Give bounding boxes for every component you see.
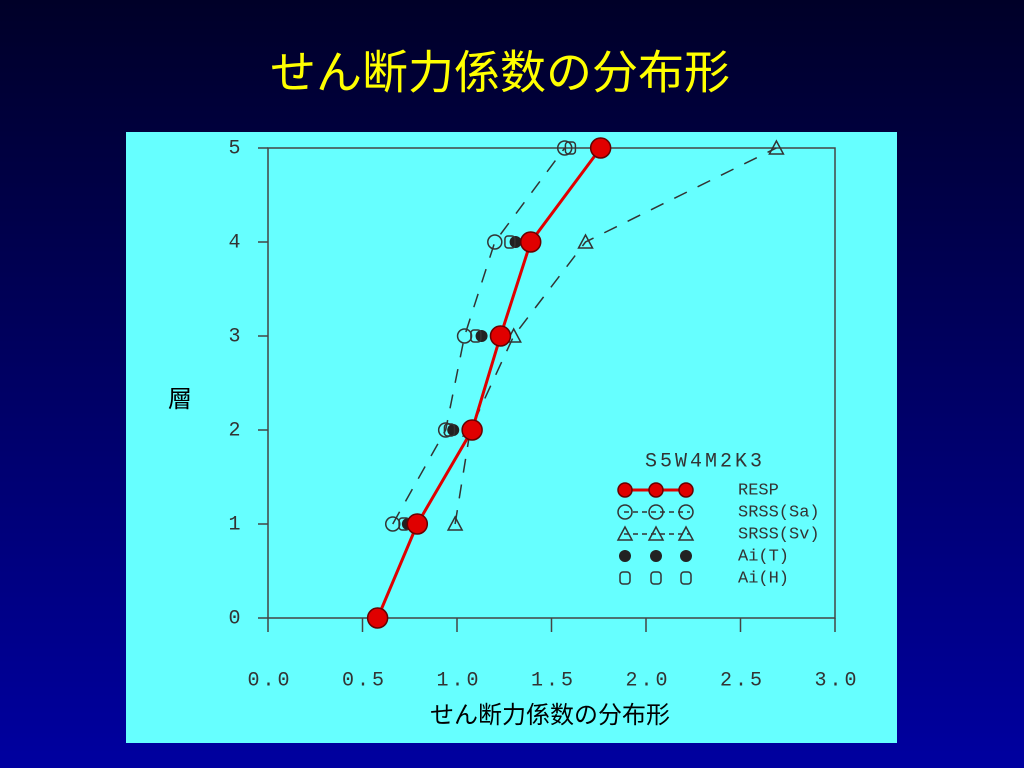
legend-marker xyxy=(617,482,633,498)
legend-marker xyxy=(648,482,664,498)
data-point xyxy=(589,137,612,159)
legend-marker xyxy=(619,571,631,585)
legend-marker xyxy=(677,525,695,541)
legend-marker xyxy=(617,504,633,520)
y-tick-label: 3 xyxy=(228,325,243,348)
y-tick-label: 0 xyxy=(228,607,243,630)
legend-title: S5W4M2K3 xyxy=(645,450,765,473)
y-tick-label: 2 xyxy=(228,419,243,442)
data-point xyxy=(443,423,456,437)
x-tick-label: 0.0 xyxy=(247,669,292,692)
data-point xyxy=(489,325,512,347)
x-tick-label: 3.0 xyxy=(814,669,859,692)
data-point xyxy=(406,513,429,535)
data-point xyxy=(768,139,785,155)
data-point xyxy=(519,231,542,253)
legend-marker xyxy=(650,550,662,562)
chart-panel xyxy=(126,132,897,743)
data-point xyxy=(470,329,482,343)
legend-marker xyxy=(680,550,692,562)
y-axis-label: 層 xyxy=(168,385,192,413)
y-tick-label: 4 xyxy=(228,231,243,254)
data-point xyxy=(366,607,389,629)
x-axis-label: せん断力係数の分布形 xyxy=(430,701,670,729)
legend-label: RESP xyxy=(738,481,779,500)
legend-marker xyxy=(616,525,634,541)
legend-marker xyxy=(619,550,631,562)
x-tick-label: 2.5 xyxy=(720,669,765,692)
series-line xyxy=(376,147,602,619)
x-tick-label: 0.5 xyxy=(342,669,387,692)
legend-marker xyxy=(650,571,662,585)
data-point xyxy=(556,140,573,156)
legend-label: Ai(H) xyxy=(738,569,789,588)
y-tick-label: 1 xyxy=(228,513,243,536)
x-tick-label: 1.5 xyxy=(531,669,576,692)
legend-marker xyxy=(678,482,694,498)
data-point xyxy=(504,235,516,249)
legend-marker xyxy=(648,504,664,520)
data-point xyxy=(447,424,460,436)
legend-marker xyxy=(680,571,692,585)
data-point xyxy=(487,234,503,250)
legend-marker xyxy=(647,525,665,541)
slide-title: せん断力係数の分布形 xyxy=(270,46,730,100)
series-line xyxy=(392,147,566,525)
series-line xyxy=(454,147,777,525)
data-point xyxy=(461,419,483,441)
legend-label: SRSS(Sv) xyxy=(738,525,820,544)
data-point xyxy=(564,141,577,155)
legend-label: Ai(T) xyxy=(738,547,789,566)
x-tick-label: 1.0 xyxy=(436,669,481,692)
y-tick-label: 5 xyxy=(228,137,243,160)
legend-marker xyxy=(678,504,694,520)
data-point xyxy=(446,515,464,531)
legend-label: SRSS(Sa) xyxy=(738,503,820,522)
x-tick-label: 2.0 xyxy=(625,669,670,692)
data-point xyxy=(577,233,594,249)
